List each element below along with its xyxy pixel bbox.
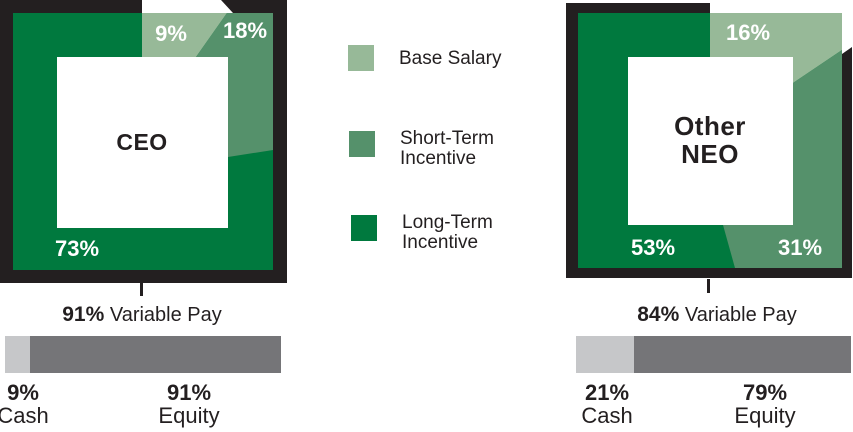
legend-item-long-term: Long-Term Incentive bbox=[351, 213, 493, 253]
ceo-equity-label: 91% Equity bbox=[158, 381, 219, 427]
long-term-label: Long-Term Incentive bbox=[402, 213, 493, 253]
neo-chart-title-line2: NEO bbox=[681, 139, 739, 169]
legend-item-short-term: Short-Term Incentive bbox=[349, 129, 494, 169]
ceo-cash-segment bbox=[5, 336, 30, 373]
ceo-frame-left bbox=[0, 0, 13, 283]
neo-variable-pay-tick bbox=[707, 279, 710, 293]
ceo-frame-right bbox=[273, 0, 287, 283]
ceo-variable-pay-callout: 91% Variable Pay bbox=[62, 303, 222, 327]
neo-donut-chart bbox=[566, 3, 852, 278]
neo-frame-right bbox=[842, 47, 852, 278]
ceo-equity-word: Equity bbox=[158, 403, 220, 428]
neo-cash-segment bbox=[576, 336, 634, 373]
long-term-label-line1: Long-Term bbox=[402, 212, 493, 233]
long-term-swatch bbox=[351, 215, 377, 241]
neo-cash-equity-bar bbox=[576, 336, 851, 373]
short-term-label: Short-Term Incentive bbox=[400, 129, 494, 169]
ceo-variable-pay-tick bbox=[140, 283, 143, 296]
ceo-segment-base-salary bbox=[142, 13, 227, 57]
legend-item-base-salary: Base Salary bbox=[348, 45, 501, 71]
neo-variable-pay-label: Variable Pay bbox=[684, 304, 797, 326]
ceo-long-term-pct: 73% bbox=[54, 236, 100, 261]
ceo-frame-bottom bbox=[0, 270, 287, 283]
neo-cash-label: 21% Cash bbox=[581, 381, 632, 427]
ceo-cash-pct: 9% bbox=[7, 380, 39, 405]
ceo-equity-pct: 91% bbox=[166, 380, 212, 405]
ceo-cash-word: Cash bbox=[0, 403, 49, 428]
neo-segment-base-salary bbox=[710, 13, 842, 83]
neo-equity-label: 79% Equity bbox=[734, 381, 795, 427]
long-term-label-line2: Incentive bbox=[402, 232, 479, 253]
neo-frame-top bbox=[566, 3, 710, 13]
ceo-donut-chart bbox=[0, 0, 287, 283]
neo-short-term-pct: 31% bbox=[777, 235, 823, 260]
base-salary-label: Base Salary bbox=[399, 48, 502, 69]
neo-equity-word: Equity bbox=[734, 403, 796, 428]
neo-frame-bottom bbox=[568, 268, 852, 278]
neo-cash-word: Cash bbox=[581, 403, 633, 428]
neo-equity-segment bbox=[633, 336, 851, 373]
neo-frame-left bbox=[566, 3, 578, 278]
ceo-variable-pay-label: Variable Pay bbox=[109, 304, 222, 326]
neo-long-term-pct: 53% bbox=[630, 235, 676, 260]
ceo-equity-segment bbox=[29, 336, 281, 373]
neo-segment-short-term bbox=[723, 50, 842, 268]
neo-chart-title-line1: Other bbox=[674, 111, 746, 141]
short-term-swatch bbox=[349, 131, 375, 157]
neo-equity-pct: 79% bbox=[742, 380, 788, 405]
neo-variable-pay-pct: 84% bbox=[637, 303, 680, 326]
ceo-cash-label: 9% Cash bbox=[0, 381, 49, 427]
ceo-frame-corner bbox=[221, 0, 273, 13]
neo-base-salary-pct: 16% bbox=[725, 20, 771, 45]
neo-variable-pay-callout: 84% Variable Pay bbox=[637, 303, 797, 327]
ceo-frame-top bbox=[0, 0, 142, 13]
neo-chart-title: Other NEO bbox=[674, 112, 746, 168]
neo-cash-pct: 21% bbox=[584, 380, 630, 405]
short-term-label-line1: Short-Term bbox=[400, 128, 494, 149]
ceo-segment-short-term bbox=[196, 13, 273, 157]
ceo-short-term-pct: 18% bbox=[222, 18, 268, 43]
ceo-chart-title: CEO bbox=[116, 129, 168, 155]
short-term-label-line2: Incentive bbox=[400, 148, 477, 169]
ceo-base-salary-pct: 9% bbox=[155, 21, 187, 46]
ceo-variable-pay-pct: 91% bbox=[62, 303, 105, 326]
base-salary-swatch bbox=[348, 45, 374, 71]
ceo-cash-equity-bar bbox=[5, 336, 281, 373]
